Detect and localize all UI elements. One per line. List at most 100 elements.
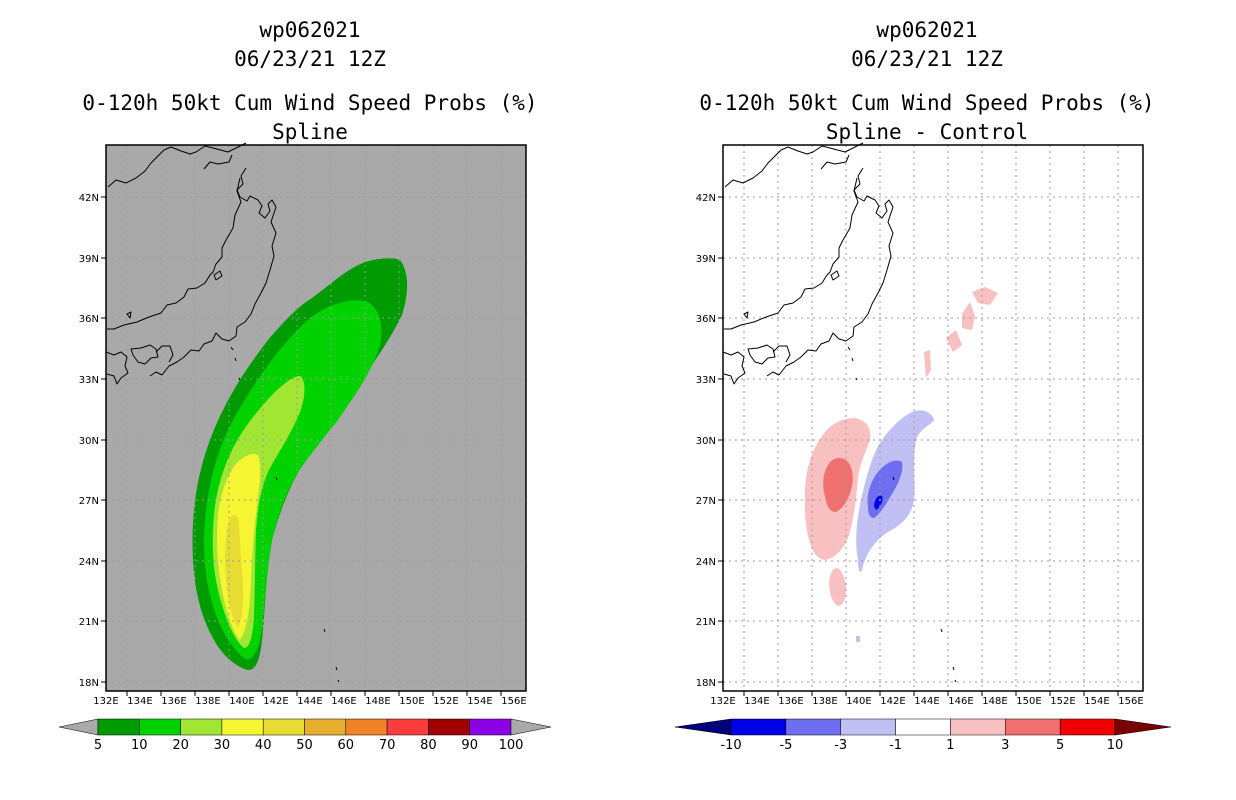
right-colorbar-cell bbox=[1005, 718, 1061, 736]
left-lat-label: 42N bbox=[79, 193, 99, 204]
right-subtitle: Spline - Control bbox=[826, 120, 1028, 144]
left-lon-label: 134E bbox=[127, 696, 152, 707]
right-colorbar-label: -1 bbox=[889, 738, 902, 753]
left-colorbar-cell bbox=[221, 718, 264, 736]
diff-contour-neg-1 bbox=[856, 410, 934, 572]
left-lon-label: 138E bbox=[195, 696, 220, 707]
left-lon-label: 146E bbox=[331, 696, 356, 707]
right-colorbar-label: 5 bbox=[1056, 738, 1064, 753]
right-lat-label: 24N bbox=[696, 557, 716, 568]
left-map-frame bbox=[105, 144, 527, 692]
diff-contour-neg-1 bbox=[856, 636, 860, 642]
left-colorbar-label: 80 bbox=[420, 738, 437, 753]
right-difference-field bbox=[804, 287, 998, 642]
left-panel: wp062021 06/23/21 12Z 0-120h 50kt Cum Wi… bbox=[58, 18, 552, 753]
left-colorbar-label: 20 bbox=[172, 738, 189, 753]
right-colorbar-cell bbox=[950, 718, 1006, 736]
left-colorbar-low-arrow bbox=[58, 718, 99, 736]
left-probability-field bbox=[192, 258, 408, 670]
right-lon-label: 136E bbox=[778, 696, 803, 707]
left-colorbar-cell bbox=[139, 718, 181, 736]
left-colorbar-cell bbox=[428, 718, 470, 736]
left-lat-label: 27N bbox=[79, 496, 99, 507]
right-lat-label: 21N bbox=[696, 617, 716, 628]
left-colorbar-label: 70 bbox=[379, 738, 396, 753]
right-lon-label: 152E bbox=[1050, 696, 1075, 707]
left-lat-label: 18N bbox=[79, 678, 99, 689]
right-colorbar-label: -10 bbox=[720, 738, 741, 753]
left-lat-label: 36N bbox=[79, 314, 99, 325]
right-lat-label: 36N bbox=[696, 314, 716, 325]
right-lat-label: 30N bbox=[696, 436, 716, 447]
right-colorbar-cell bbox=[785, 718, 841, 736]
right-colorbar-label: 10 bbox=[1107, 738, 1124, 753]
right-lon-label: 150E bbox=[1016, 696, 1041, 707]
right-lat-label: 27N bbox=[696, 496, 716, 507]
left-title-storm-id: wp062021 bbox=[259, 18, 360, 42]
right-lat-labels: 42N 39N 36N 33N 30N 27N 24N 21N 18N bbox=[696, 193, 716, 689]
left-colorbar-label: 5 bbox=[94, 738, 102, 753]
left-lon-label: 140E bbox=[229, 696, 254, 707]
right-colorbar-high-arrow bbox=[1114, 718, 1172, 736]
left-lon-labels: 132E 134E 136E 138E 140E 142E 144E 146E … bbox=[93, 696, 526, 707]
left-grid bbox=[106, 145, 526, 691]
left-subtitle: Spline bbox=[272, 120, 348, 144]
right-lat-label: 18N bbox=[696, 678, 716, 689]
left-lon-label: 136E bbox=[161, 696, 186, 707]
left-colorbar-label: 30 bbox=[214, 738, 231, 753]
prob-contour-40 bbox=[224, 514, 244, 628]
left-colorbar-label: 100 bbox=[499, 738, 524, 753]
left-lon-label: 150E bbox=[399, 696, 424, 707]
diff-contour-pos-1 bbox=[946, 330, 962, 352]
right-grid bbox=[723, 145, 1143, 691]
left-lon-label: 142E bbox=[263, 696, 288, 707]
right-colorbar-label: 1 bbox=[946, 738, 954, 753]
left-colorbar-label: 90 bbox=[461, 738, 478, 753]
diff-contour-pos-1 bbox=[829, 568, 846, 606]
right-colorbar-label: -5 bbox=[779, 738, 792, 753]
left-colorbar-cell bbox=[304, 718, 347, 736]
left-lon-label: 156E bbox=[501, 696, 526, 707]
left-title-datetime: 06/23/21 12Z bbox=[234, 47, 386, 71]
right-colorbar: -10 -5 -3 -1 1 3 5 10 bbox=[674, 718, 1172, 753]
left-colorbar-cell bbox=[469, 718, 512, 736]
right-title-product: 0-120h 50kt Cum Wind Speed Probs (%) bbox=[699, 91, 1154, 115]
right-lon-label: 156E bbox=[1118, 696, 1143, 707]
left-title-product: 0-120h 50kt Cum Wind Speed Probs (%) bbox=[82, 91, 537, 115]
left-lon-label: 148E bbox=[365, 696, 390, 707]
right-colorbar-low-arrow bbox=[674, 718, 732, 736]
left-colorbar-cell bbox=[180, 718, 223, 736]
left-colorbar-cell bbox=[386, 718, 429, 736]
right-lon-label: 142E bbox=[880, 696, 905, 707]
left-lat-label: 30N bbox=[79, 436, 99, 447]
right-map-frame bbox=[722, 144, 1144, 692]
left-tick-marks bbox=[101, 196, 502, 696]
left-lat-label: 33N bbox=[79, 375, 99, 386]
right-lon-label: 144E bbox=[914, 696, 939, 707]
left-lat-labels: 42N 39N 36N 33N 30N 27N 24N 21N 18N bbox=[79, 193, 99, 689]
right-colorbar-label: -3 bbox=[834, 738, 847, 753]
left-lon-label: 144E bbox=[297, 696, 322, 707]
diff-contour-pos-1 bbox=[924, 350, 931, 378]
left-colorbar-cell bbox=[97, 718, 140, 736]
left-lon-label: 132E bbox=[93, 696, 118, 707]
right-lon-label: 138E bbox=[812, 696, 837, 707]
left-lat-label: 21N bbox=[79, 617, 99, 628]
right-lon-label: 132E bbox=[710, 696, 735, 707]
right-lat-label: 39N bbox=[696, 254, 716, 265]
left-lon-label: 152E bbox=[433, 696, 458, 707]
left-colorbar-label: 40 bbox=[255, 738, 272, 753]
right-lon-label: 140E bbox=[846, 696, 871, 707]
right-lon-label: 146E bbox=[948, 696, 973, 707]
right-title-datetime: 06/23/21 12Z bbox=[851, 47, 1003, 71]
right-colorbar-cell bbox=[895, 718, 951, 736]
left-colorbar-cell bbox=[262, 718, 305, 736]
left-lat-label: 24N bbox=[79, 557, 99, 568]
left-colorbar-label: 50 bbox=[296, 738, 313, 753]
diff-contour-pos-3 bbox=[823, 457, 853, 512]
right-colorbar-label: 3 bbox=[1001, 738, 1009, 753]
left-colorbar-label: 60 bbox=[338, 738, 355, 753]
right-colorbar-cell bbox=[840, 718, 896, 736]
left-colorbar-cell bbox=[345, 718, 388, 736]
